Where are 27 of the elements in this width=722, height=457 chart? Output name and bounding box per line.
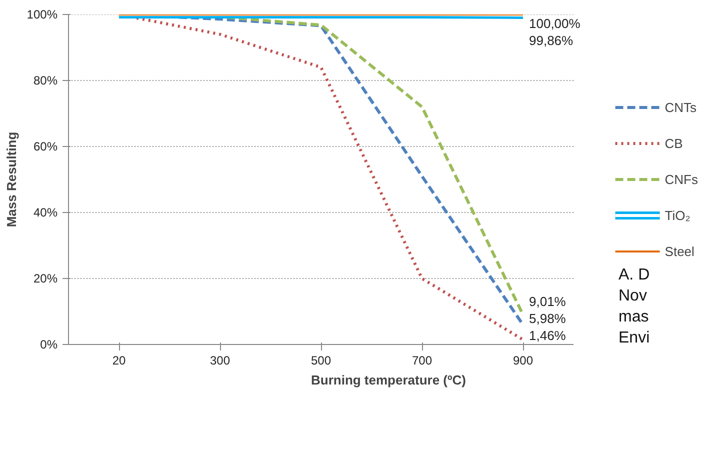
x-tick-label: 20 bbox=[112, 354, 126, 368]
annotation: 9,01% bbox=[529, 294, 566, 309]
legend-label: CB bbox=[664, 136, 684, 150]
y-axis-title: Mass Resulting bbox=[4, 132, 19, 228]
x-axis-title: Burning temperature (ºC) bbox=[311, 372, 466, 388]
annotation: 1,46% bbox=[529, 328, 566, 343]
y-tick-label: 100% bbox=[26, 8, 58, 22]
legend-label: CNTs bbox=[664, 100, 697, 114]
annotation: 100,00% bbox=[529, 16, 581, 31]
legend-label: Steel bbox=[664, 244, 694, 258]
y-tick-label: 80% bbox=[33, 74, 58, 88]
annotation: 5,98% bbox=[529, 311, 566, 326]
x-tick-label: 500 bbox=[310, 354, 332, 368]
legend-label: TiO₂ bbox=[664, 208, 690, 222]
legend-label: CNFs bbox=[664, 172, 698, 186]
text: mas bbox=[618, 308, 649, 326]
x-tick-label: 700 bbox=[412, 354, 432, 368]
annotation: 99,86% bbox=[529, 33, 574, 48]
text: Envi bbox=[618, 330, 650, 346]
y-tick-label: 60% bbox=[33, 140, 58, 154]
x-tick-label: 900 bbox=[512, 354, 534, 368]
y-tick-label: 0% bbox=[40, 338, 58, 352]
y-tick-label: 40% bbox=[33, 206, 58, 220]
y-tick-label: 20% bbox=[33, 272, 58, 286]
x-tick-label: 300 bbox=[210, 354, 230, 368]
text: A. D bbox=[618, 266, 650, 284]
text: Nov bbox=[618, 288, 647, 304]
